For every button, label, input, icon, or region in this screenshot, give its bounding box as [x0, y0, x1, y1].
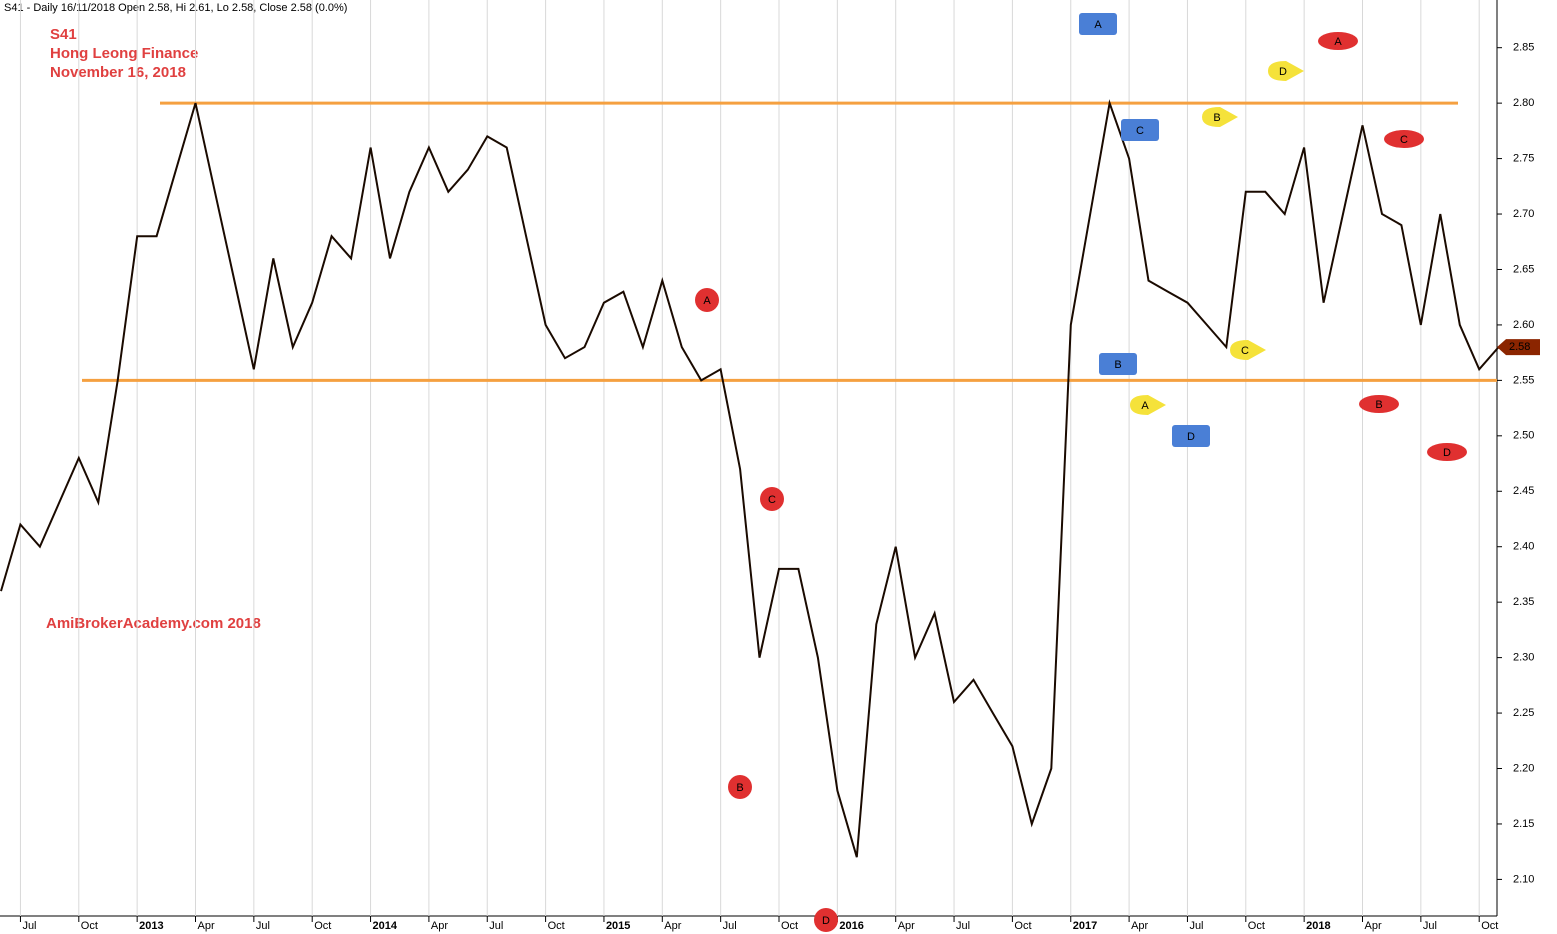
- pattern-label: D: [1443, 447, 1451, 459]
- pattern-label: A: [703, 295, 711, 307]
- last-price-label: 2.58: [1509, 341, 1530, 353]
- pattern-marker: [1130, 395, 1166, 415]
- x-tick-label: 2013: [139, 920, 163, 932]
- x-tick-label: Oct: [1248, 920, 1265, 932]
- x-tick-label: Apr: [898, 920, 915, 932]
- x-tick-label: 2014: [373, 920, 398, 932]
- x-tick-label: Apr: [198, 920, 215, 932]
- y-tick-label: 2.40: [1513, 541, 1534, 553]
- title-line: November 16, 2018: [50, 64, 186, 81]
- y-tick-label: 2.80: [1513, 97, 1534, 109]
- x-tick-label: Jul: [956, 920, 970, 932]
- pattern-marker: [1230, 340, 1266, 360]
- pattern-label: C: [1136, 125, 1144, 137]
- y-tick-label: 2.25: [1513, 707, 1534, 719]
- x-tick-label: 2016: [839, 920, 863, 932]
- pattern-marker: [1427, 443, 1467, 461]
- y-tick-label: 2.65: [1513, 263, 1534, 275]
- price-line: [0, 99, 1500, 858]
- y-tick-label: 2.50: [1513, 430, 1534, 442]
- pattern-marker: [1359, 395, 1399, 413]
- x-tick-label: Apr: [1131, 920, 1148, 932]
- pattern-label: B: [736, 782, 743, 794]
- pattern-label: D: [1187, 431, 1195, 443]
- pattern-label: B: [1375, 399, 1382, 411]
- pattern-marker: [1079, 13, 1117, 35]
- pattern-marker: [1202, 107, 1238, 127]
- x-tick-label: Oct: [1481, 920, 1498, 932]
- pattern-label: A: [1094, 19, 1102, 31]
- x-tick-label: Apr: [664, 920, 681, 932]
- pattern-label: D: [1279, 66, 1287, 78]
- pattern-marker: [1121, 119, 1159, 141]
- pattern-label: B: [1213, 112, 1220, 124]
- watermark: AmiBrokerAcademy.com 2018: [46, 615, 261, 632]
- x-tick-label: Jul: [723, 920, 737, 932]
- x-tick-label: Oct: [1014, 920, 1031, 932]
- x-tick-label: Apr: [1365, 920, 1382, 932]
- x-tick-label: Jul: [489, 920, 503, 932]
- title-line: Hong Leong Finance: [50, 45, 198, 62]
- y-tick-label: 2.55: [1513, 374, 1534, 386]
- x-tick-label: Apr: [431, 920, 448, 932]
- header: S41 - Daily 16/11/2018 Open 2.58, Hi 2.6…: [4, 2, 347, 14]
- x-tick-label: Oct: [548, 920, 565, 932]
- y-tick-label: 2.35: [1513, 596, 1534, 608]
- pattern-marker: [695, 288, 719, 312]
- x-tick-label: Jul: [256, 920, 270, 932]
- y-tick-label: 2.20: [1513, 762, 1534, 774]
- x-tick-label: 2018: [1306, 920, 1330, 932]
- pattern-marker: [1384, 130, 1424, 148]
- pattern-marker: [760, 487, 784, 511]
- pattern-label: A: [1141, 400, 1149, 412]
- y-tick-label: 2.10: [1513, 873, 1534, 885]
- pattern-marker: [1318, 32, 1358, 50]
- title-line: S41: [50, 26, 77, 43]
- y-tick-label: 2.15: [1513, 818, 1534, 830]
- pattern-label: C: [1241, 345, 1249, 357]
- pattern-marker: [1172, 425, 1210, 447]
- pattern-marker: [814, 908, 838, 932]
- x-tick-label: Jul: [1189, 920, 1203, 932]
- pattern-marker: [1268, 61, 1304, 81]
- pattern-label: A: [1334, 36, 1342, 48]
- x-tick-label: Oct: [81, 920, 98, 932]
- x-tick-label: Jul: [1423, 920, 1437, 932]
- y-tick-label: 2.85: [1513, 42, 1534, 54]
- pattern-marker: [728, 775, 752, 799]
- x-tick-label: Oct: [781, 920, 798, 932]
- x-tick-label: 2017: [1073, 920, 1097, 932]
- last-price-tag: [1497, 339, 1540, 356]
- x-tick-label: 2015: [606, 920, 630, 932]
- pattern-label: C: [1400, 134, 1408, 146]
- y-tick-label: 2.45: [1513, 485, 1534, 497]
- y-tick-label: 2.60: [1513, 319, 1534, 331]
- y-tick-label: 2.75: [1513, 152, 1534, 164]
- pattern-label: B: [1114, 359, 1121, 371]
- y-tick-label: 2.70: [1513, 208, 1534, 220]
- pattern-label: D: [822, 915, 830, 927]
- x-tick-label: Oct: [314, 920, 331, 932]
- pattern-label: C: [768, 494, 776, 506]
- y-tick-label: 2.30: [1513, 652, 1534, 664]
- x-tick-label: Jul: [22, 920, 36, 932]
- pattern-marker: [1099, 353, 1137, 375]
